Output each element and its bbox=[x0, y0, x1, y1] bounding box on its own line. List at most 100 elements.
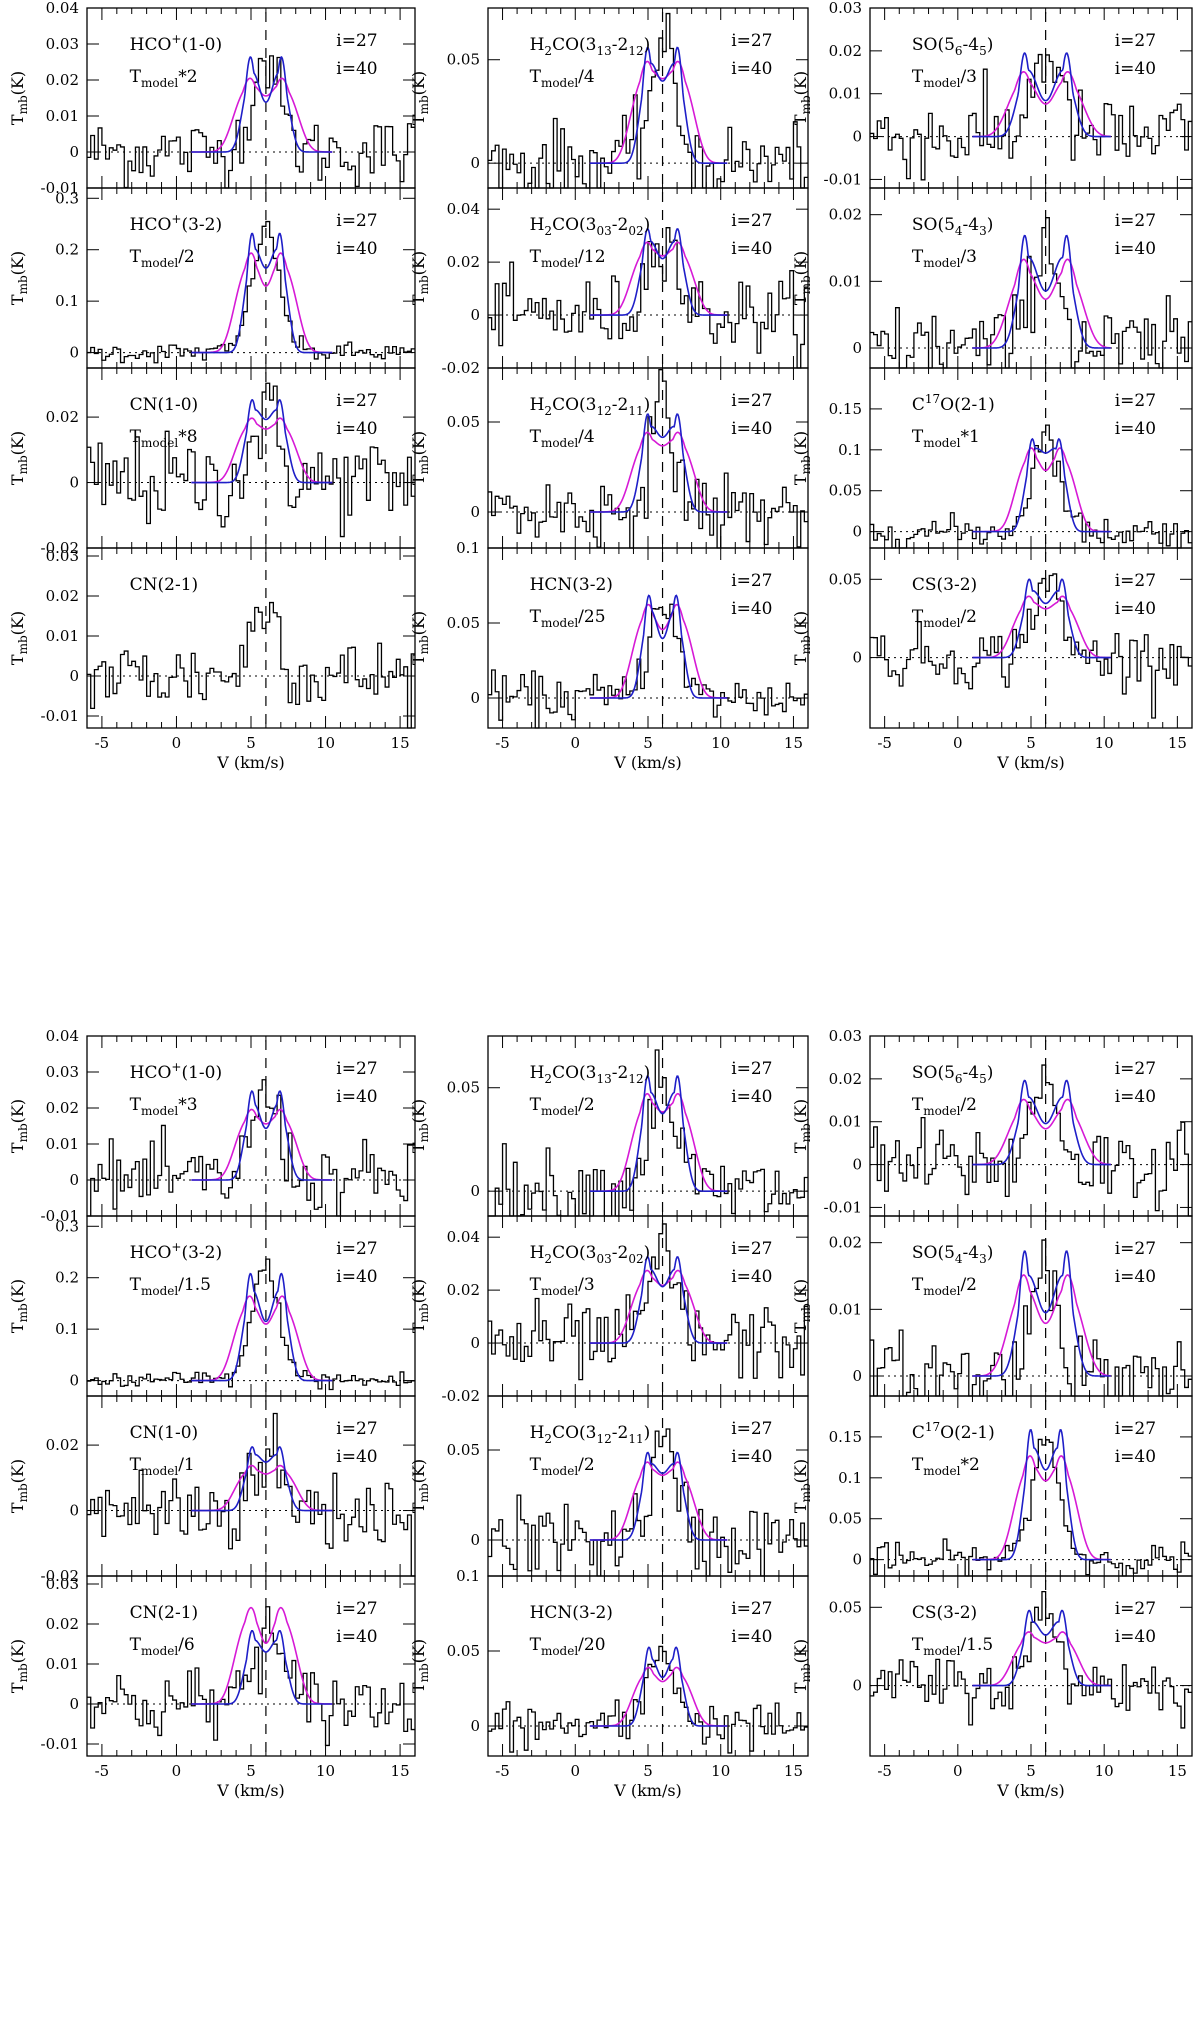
y-tick-label: 0 bbox=[69, 1372, 79, 1390]
legend-i27: i=27 bbox=[336, 1419, 377, 1439]
y-tick-label: -0.02 bbox=[41, 539, 79, 557]
y-tick-label: 0 bbox=[69, 1171, 79, 1189]
y-tick-label: 0.1 bbox=[838, 441, 862, 459]
model-i27-curve bbox=[972, 1079, 1111, 1166]
y-tick-label: 0 bbox=[852, 523, 862, 541]
x-axis-title: V (km/s) bbox=[613, 753, 682, 772]
scale-label: Tmodel*1 bbox=[912, 427, 980, 450]
legend-i27: i=27 bbox=[1115, 211, 1156, 231]
line-label: CS(3-2) bbox=[912, 1603, 977, 1623]
legend-i40: i=40 bbox=[1115, 1627, 1156, 1647]
legend-i27: i=27 bbox=[336, 1599, 377, 1619]
model-i27-curve bbox=[972, 1429, 1111, 1561]
observed-spectrum bbox=[87, 1412, 415, 1577]
legend-i40: i=40 bbox=[731, 419, 772, 439]
scale-label: Tmodel/1.5 bbox=[130, 1275, 211, 1298]
y-tick-label: 0.01 bbox=[46, 1135, 79, 1153]
model-i27-curve bbox=[191, 56, 333, 153]
y-tick-label: 0.02 bbox=[46, 1615, 79, 1633]
observed-spectrum bbox=[87, 601, 415, 729]
x-tick-label: 15 bbox=[784, 1762, 803, 1780]
y-axis-title: Tmb(K) bbox=[791, 1279, 813, 1333]
y-tick-label: -0.01 bbox=[824, 1198, 862, 1216]
y-tick-label: 0.01 bbox=[829, 1113, 862, 1131]
spectrum-panel: 0 0.05 0.1 Tmb(K) i=27 i=40 HCN(3-2) Tmodel/20 -… bbox=[409, 1567, 809, 1800]
legend-i40: i=40 bbox=[336, 239, 377, 259]
legend-i27: i=27 bbox=[336, 391, 377, 411]
legend-i40: i=40 bbox=[731, 1627, 772, 1647]
legend-i27: i=27 bbox=[1115, 1059, 1156, 1079]
model-i40-curve bbox=[589, 431, 728, 513]
observed-spectrum bbox=[87, 382, 415, 538]
y-tick-label: 0.02 bbox=[46, 408, 79, 426]
y-axis-title: Tmb(K) bbox=[8, 71, 30, 125]
y-axis-title: Tmb(K) bbox=[8, 431, 30, 485]
model-i27-curve bbox=[589, 413, 728, 513]
y-tick-label: 0 bbox=[852, 339, 862, 357]
observed-spectrum bbox=[87, 1606, 415, 1747]
legend-i40: i=40 bbox=[1115, 1267, 1156, 1287]
observed-spectrum bbox=[87, 220, 415, 364]
spectrum-panel: 0 0.05 Tmb(K) i=27 i=40 H2CO(312-211) Tmodel/4 bbox=[409, 367, 809, 549]
y-axis-title: Tmb(K) bbox=[409, 1459, 431, 1513]
model-i27-curve bbox=[191, 232, 333, 354]
model-i40-curve bbox=[972, 1631, 1111, 1687]
spectrum-panel: 0 0.05 Tmb(K) i=27 i=40 H2CO(313-212) Tmodel/4 bbox=[409, 7, 809, 189]
legend-i40: i=40 bbox=[731, 1447, 772, 1467]
y-tick-label: 0.15 bbox=[829, 1428, 862, 1446]
model-i27-curve bbox=[191, 1629, 333, 1705]
y-tick-label: 0.01 bbox=[46, 1655, 79, 1673]
x-axis-title: V (km/s) bbox=[996, 1781, 1065, 1800]
x-tick-label: 5 bbox=[246, 1762, 256, 1780]
y-axis-title: Tmb(K) bbox=[409, 1099, 431, 1153]
legend-i27: i=27 bbox=[731, 31, 772, 51]
spectrum-panel: -0.02 0 0.02 0.04 Tmb(K) i=27 i=40 H2CO(303-202… bbox=[409, 187, 809, 377]
x-tick-label: 5 bbox=[643, 1762, 653, 1780]
line-label: CS(3-2) bbox=[912, 575, 977, 595]
spectrum-panel: -0.01 0 0.01 0.02 0.03 0.04 Tmb(K) i=27 i=40 HCO+… bbox=[8, 0, 416, 197]
observed-spectrum bbox=[488, 1428, 808, 1577]
legend-i40: i=40 bbox=[1115, 1087, 1156, 1107]
y-tick-label: 0.1 bbox=[55, 1320, 79, 1338]
y-tick-label: 0 bbox=[69, 1695, 79, 1713]
y-tick-label: 0 bbox=[470, 1182, 480, 1200]
x-tick-label: 0 bbox=[953, 734, 963, 752]
line-label: H2CO(313-212) bbox=[530, 35, 651, 58]
spectrum-panel: 0 0.05 0.1 Tmb(K) i=27 i=40 HCN(3-2) Tmodel/25 -… bbox=[409, 539, 809, 772]
model-i40-curve bbox=[191, 1295, 333, 1382]
y-tick-label: 0.02 bbox=[829, 1070, 862, 1088]
line-label: H2CO(312-211) bbox=[530, 395, 651, 418]
scale-label: Tmodel/3 bbox=[530, 1275, 595, 1298]
model-i27-curve bbox=[589, 46, 728, 164]
x-tick-label: 10 bbox=[316, 734, 335, 752]
spectrum-panel: -0.01 0 0.01 0.02 0.03 Tmb(K) i=27 i=40 SO(56-45… bbox=[791, 1027, 1193, 1217]
spectrum-panel: 0 0.05 Tmb(K) i=27 i=40 H2CO(312-211) Tmodel/2 bbox=[409, 1395, 809, 1577]
y-tick-label: 0 bbox=[470, 1334, 480, 1352]
x-tick-label: 15 bbox=[391, 1762, 410, 1780]
y-axis-title: Tmb(K) bbox=[409, 431, 431, 485]
y-axis-title: Tmb(K) bbox=[8, 251, 30, 305]
y-axis-title: Tmb(K) bbox=[791, 71, 813, 125]
y-tick-label: 0.04 bbox=[46, 0, 79, 17]
x-tick-label: 10 bbox=[711, 734, 730, 752]
legend-i40: i=40 bbox=[731, 59, 772, 79]
y-tick-label: 0.02 bbox=[829, 1234, 862, 1252]
y-tick-label: 0 bbox=[470, 503, 480, 521]
legend-i27: i=27 bbox=[336, 211, 377, 231]
y-tick-label: 0.05 bbox=[447, 614, 480, 632]
observed-spectrum bbox=[488, 1223, 808, 1381]
legend-i40: i=40 bbox=[731, 1267, 772, 1287]
legend-i27: i=27 bbox=[1115, 31, 1156, 51]
scale-label: Tmodel*3 bbox=[130, 1095, 198, 1118]
observed-spectrum bbox=[488, 227, 808, 369]
y-tick-label: 0 bbox=[69, 1502, 79, 1520]
y-tick-label: 0.05 bbox=[829, 1510, 862, 1528]
spectrum-panel: 0 0.1 0.2 0.3 Tmb(K) i=27 i=40 HCO+(3-2) Tmodel/… bbox=[8, 187, 416, 369]
y-tick-label: 0.03 bbox=[46, 35, 79, 53]
observed-spectrum bbox=[870, 53, 1192, 181]
y-tick-label: 0.03 bbox=[46, 1063, 79, 1081]
y-tick-label: 0.03 bbox=[46, 547, 79, 565]
y-tick-label: 0 bbox=[852, 1156, 862, 1174]
y-tick-label: -0.01 bbox=[824, 170, 862, 188]
y-tick-label: 0.04 bbox=[447, 1228, 480, 1246]
